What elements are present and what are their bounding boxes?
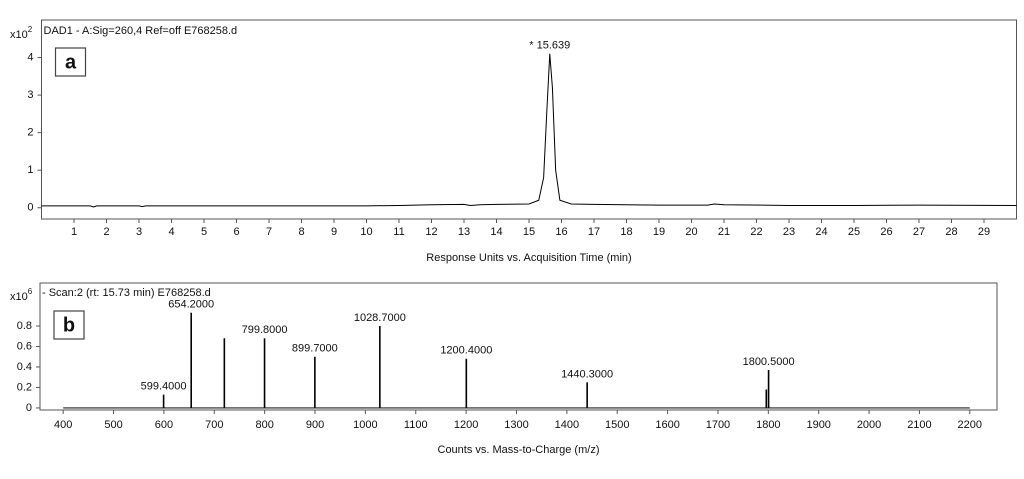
x-tick-label: 25 xyxy=(848,226,860,238)
peak-label: 599.4000 xyxy=(141,381,187,393)
x-tick-label: 1100 xyxy=(404,419,428,431)
x-tick-label: 1600 xyxy=(655,419,679,431)
x-tick-label: 26 xyxy=(880,226,892,238)
x-tick-label: 29 xyxy=(978,226,990,238)
x-tick-label: 1500 xyxy=(605,419,629,431)
y-tick-label: 0.2 xyxy=(17,381,32,393)
peak-label: 1440.3000 xyxy=(561,368,613,380)
x-tick-label: 2200 xyxy=(958,419,982,431)
x-tick-label: 17 xyxy=(588,226,600,238)
peak-label: 1200.4000 xyxy=(440,345,492,357)
x-tick-label: 600 xyxy=(155,419,173,431)
y-tick-label: 0 xyxy=(27,202,33,214)
peak-annotation: * 15.639 xyxy=(529,40,570,52)
x-tick-label: 15 xyxy=(523,226,535,238)
x-tick-label: 10 xyxy=(360,226,372,238)
peak-label: 1800.5000 xyxy=(743,356,795,368)
x-tick-label: 6 xyxy=(233,226,239,238)
y-tick-label: 0 xyxy=(26,402,32,414)
x-tick-label: 900 xyxy=(306,419,324,431)
x-tick-label: 5 xyxy=(201,226,207,238)
x-tick-label: 1400 xyxy=(555,419,579,431)
y-tick-label: 2 xyxy=(27,127,33,139)
x-tick-label: 3 xyxy=(136,226,142,238)
x-tick-label: 28 xyxy=(945,226,957,238)
y-tick-label: 0.4 xyxy=(17,361,32,373)
y-multiplier: x106 xyxy=(10,287,33,303)
y-tick-label: 1 xyxy=(27,164,33,176)
y-multiplier: x102 xyxy=(10,25,33,41)
x-tick-label: 11 xyxy=(393,226,404,238)
y-tick-label: 0.8 xyxy=(17,320,32,332)
x-tick-label: 400 xyxy=(54,419,72,431)
x-tick-label: 21 xyxy=(718,226,730,238)
x-tick-label: 27 xyxy=(913,226,925,238)
y-tick-label: 3 xyxy=(27,89,33,101)
x-tick-label: 1200 xyxy=(454,419,478,431)
panel-tag: a xyxy=(65,51,77,73)
peak-label: 899.7000 xyxy=(292,343,338,355)
x-tick-label: 7 xyxy=(266,226,272,238)
panel-tag: b xyxy=(63,314,75,336)
y-multiplier-base: x10 xyxy=(10,291,28,303)
x-tick-label: 14 xyxy=(490,226,502,238)
x-tick-label: 500 xyxy=(104,419,122,431)
peak-label: 654.2000 xyxy=(168,299,214,311)
trace xyxy=(41,53,1017,208)
panel-title: - Scan:2 (rt: 15.73 min) E768258.d xyxy=(42,287,211,299)
x-axis-label: Response Units vs. Acquisition Time (min… xyxy=(426,252,631,264)
y-multiplier-exponent: 2 xyxy=(28,25,33,34)
x-tick-label: 1300 xyxy=(504,419,528,431)
x-tick-label: 2 xyxy=(103,226,109,238)
x-tick-label: 22 xyxy=(750,226,762,238)
x-tick-label: 19 xyxy=(653,226,665,238)
x-tick-label: 1700 xyxy=(706,419,730,431)
y-multiplier-base: x10 xyxy=(10,29,28,41)
y-multiplier-exponent: 6 xyxy=(28,287,33,296)
panel-tag-box xyxy=(53,310,85,340)
peak-label: 1028.7000 xyxy=(354,312,406,324)
x-tick-label: 1000 xyxy=(353,419,377,431)
x-tick-label: 16 xyxy=(555,226,567,238)
x-axis-label: Counts vs. Mass-to-Charge (m/z) xyxy=(438,444,600,456)
x-tick-label: 24 xyxy=(815,226,827,238)
x-tick-label: 8 xyxy=(298,226,304,238)
x-tick-label: 800 xyxy=(255,419,273,431)
y-tick-label: 0.6 xyxy=(17,340,32,352)
x-tick-label: 13 xyxy=(458,226,470,238)
panel-title: DAD1 - A:Sig=260,4 Ref=off E768258.d xyxy=(44,25,238,37)
panel-tag-box xyxy=(54,47,87,77)
x-tick-label: 2100 xyxy=(907,419,931,431)
y-tick-label: 4 xyxy=(27,51,33,63)
x-tick-label: 12 xyxy=(425,226,437,238)
x-tick-label: 2000 xyxy=(857,419,881,431)
peak-label: 799.8000 xyxy=(242,324,288,336)
x-tick-label: 1 xyxy=(71,226,77,238)
x-tick-label: 1800 xyxy=(756,419,780,431)
x-tick-label: 1900 xyxy=(806,419,830,431)
x-tick-label: 4 xyxy=(168,226,174,238)
x-tick-label: 23 xyxy=(783,226,795,238)
x-tick-label: 18 xyxy=(620,226,632,238)
x-tick-label: 700 xyxy=(205,419,223,431)
x-tick-label: 9 xyxy=(331,226,337,238)
x-tick-label: 20 xyxy=(685,226,697,238)
